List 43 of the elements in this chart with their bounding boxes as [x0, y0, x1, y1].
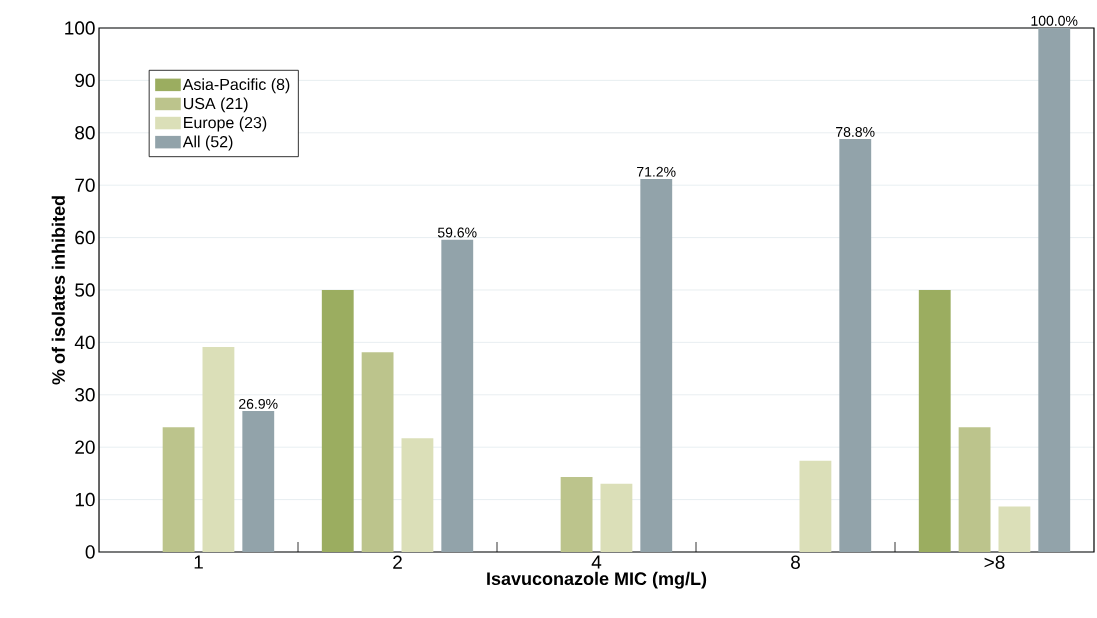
bar: [242, 411, 275, 552]
bar: [839, 139, 872, 552]
bar: [321, 289, 354, 552]
x-tick-label: >8: [984, 555, 1005, 569]
x-tick-label: 8: [791, 555, 800, 569]
legend-label: USA (21): [184, 97, 248, 113]
y-tick-label: 0: [85, 545, 95, 559]
legend-label: Europe (23): [184, 116, 267, 132]
bar: [998, 506, 1031, 552]
y-tick-label: 100: [65, 21, 95, 35]
y-tick-label: 80: [75, 126, 95, 140]
y-axis-title: % of isolates inhibited: [51, 196, 65, 385]
y-tick-label: 50: [75, 283, 95, 297]
data-label: 100.0%: [1031, 15, 1078, 26]
data-label: 71.2%: [637, 166, 676, 177]
data-label: 26.9%: [239, 398, 278, 409]
legend-label: All (52): [182, 135, 233, 151]
y-tick-label: 10: [75, 492, 95, 507]
data-label: 78.8%: [836, 126, 875, 137]
bar: [361, 352, 394, 552]
x-axis-title: Isavuconazole MIC (mg/L): [487, 571, 707, 589]
bar: [560, 477, 593, 552]
bar: [202, 347, 235, 552]
bar: [640, 178, 673, 552]
x-tick-label: 4: [591, 555, 602, 569]
y-tick-label: 70: [75, 178, 95, 192]
legend-label: Asia-Pacific (8): [182, 78, 290, 94]
y-tick-label: 40: [74, 335, 95, 350]
bar: [401, 438, 434, 552]
bar: [162, 427, 195, 552]
bar: [1038, 27, 1071, 552]
bar: [441, 239, 474, 552]
bar: [958, 427, 991, 552]
y-tick-label: 90: [75, 73, 95, 88]
y-tick-label: 20: [75, 440, 95, 454]
bar: [799, 460, 832, 552]
x-tick-label: 1: [194, 555, 203, 569]
bar: [918, 289, 951, 552]
y-tick-label: 30: [75, 388, 95, 402]
data-label: 59.6%: [437, 227, 477, 238]
bar: [600, 483, 633, 552]
x-tick-label: 2: [393, 555, 402, 569]
y-tick-label: 60: [75, 230, 95, 245]
